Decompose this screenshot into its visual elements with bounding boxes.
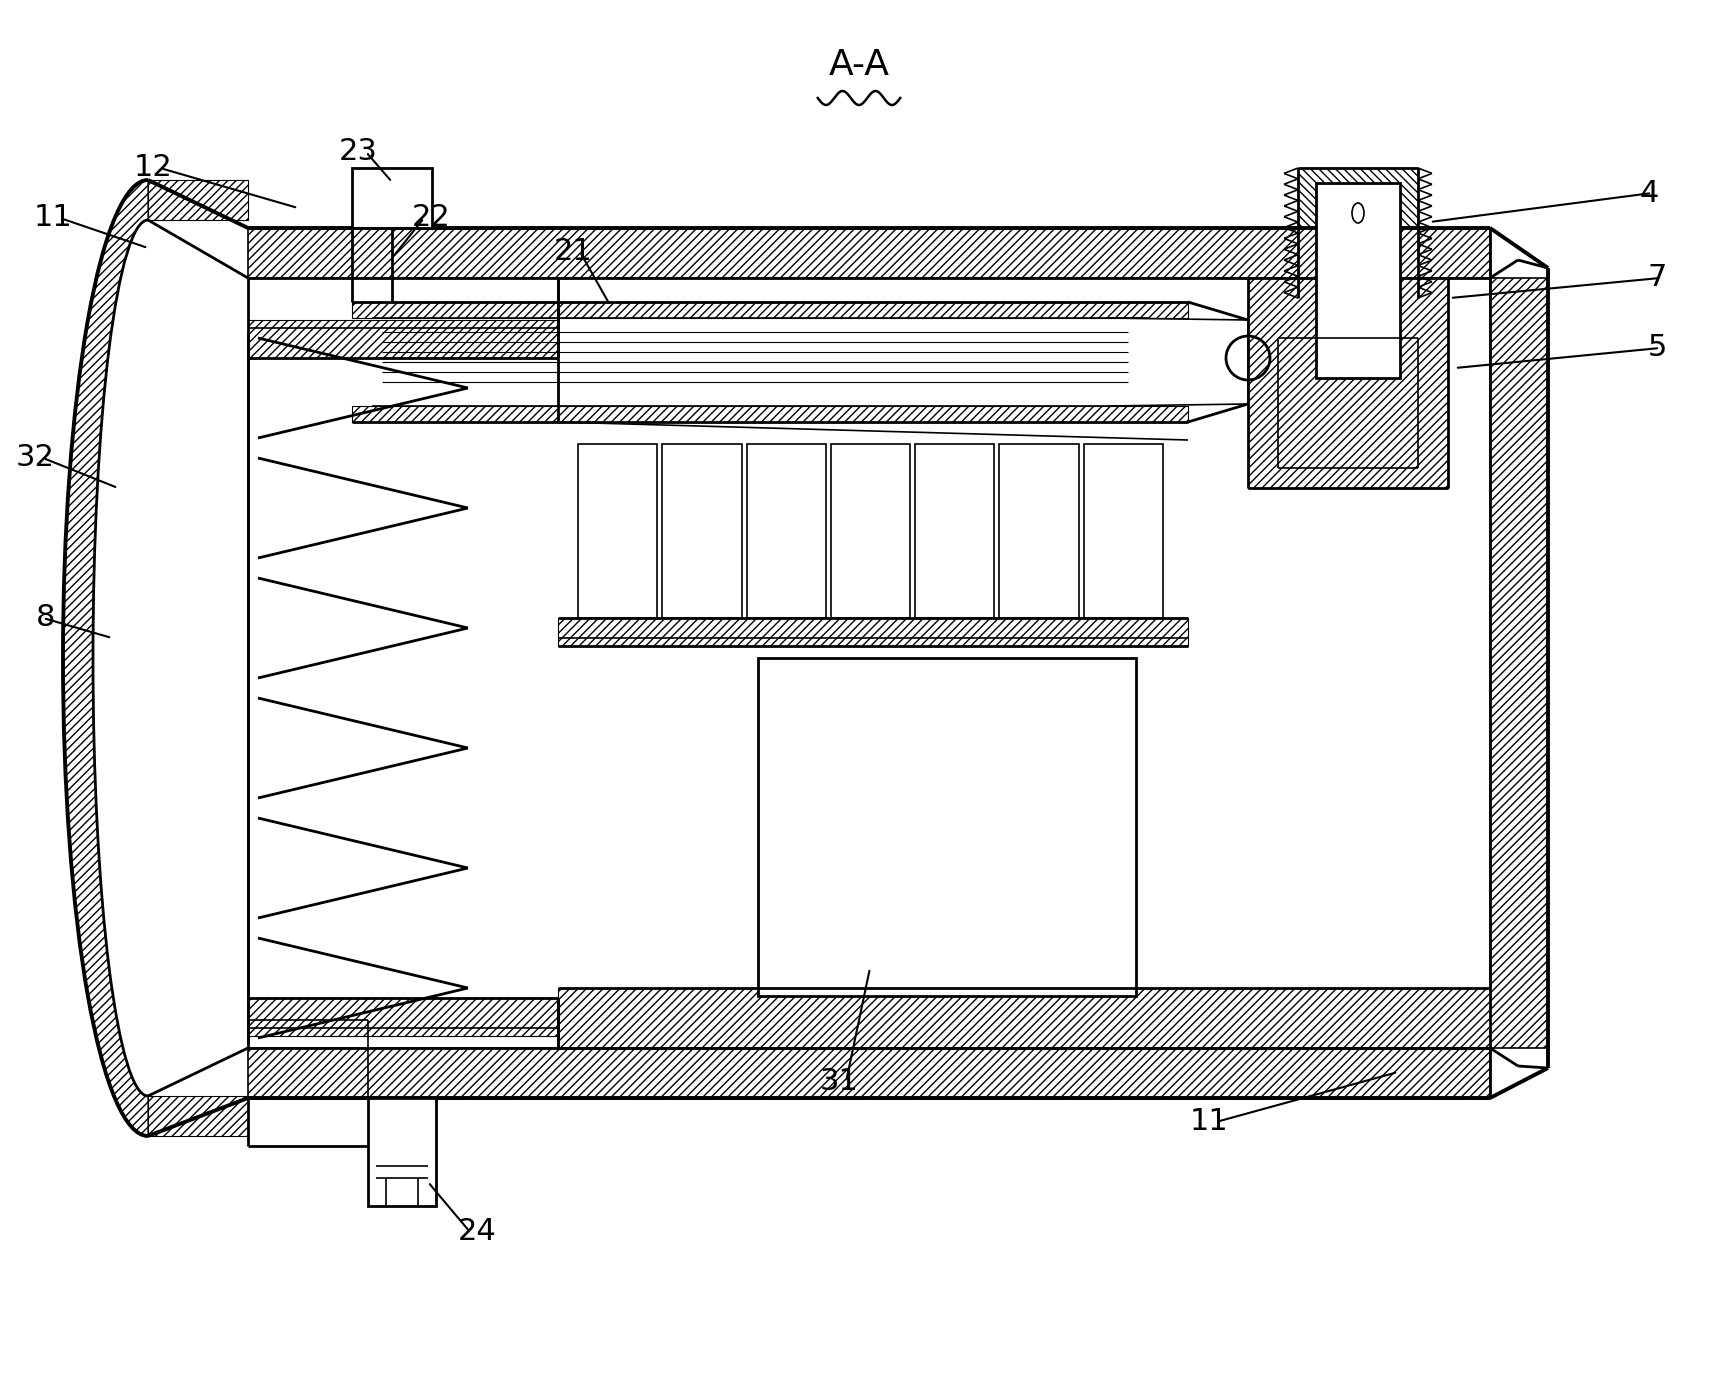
Bar (352, 168, 431, 229)
Text: 22: 22 (412, 204, 450, 233)
Text: A-A: A-A (828, 48, 890, 82)
Text: 5: 5 (1648, 334, 1668, 363)
Bar (558, 988, 1490, 1048)
Bar (916, 445, 995, 618)
Text: 11: 11 (1189, 1108, 1228, 1137)
Text: 32: 32 (15, 443, 55, 472)
Bar (661, 445, 742, 618)
Bar (148, 1096, 247, 1136)
Bar (1000, 445, 1079, 618)
Bar (1316, 183, 1400, 378)
Bar (758, 658, 1136, 996)
Bar (368, 1179, 436, 1206)
Bar (247, 1048, 1490, 1098)
Text: 21: 21 (553, 237, 593, 266)
Bar (247, 229, 1490, 278)
Bar (247, 999, 558, 1036)
Text: 7: 7 (1648, 263, 1668, 292)
Bar (247, 320, 558, 357)
Bar (352, 168, 431, 229)
Bar (747, 445, 826, 618)
Text: 24: 24 (459, 1217, 497, 1246)
Bar (577, 445, 658, 618)
Text: 12: 12 (134, 154, 172, 183)
Text: 8: 8 (36, 604, 55, 633)
Bar (368, 1098, 436, 1206)
Text: 4: 4 (1641, 179, 1660, 208)
Bar (832, 445, 911, 618)
Text: 23: 23 (338, 137, 378, 166)
Bar (1299, 168, 1417, 298)
Bar (1084, 445, 1163, 618)
Bar (352, 406, 1189, 422)
Bar (148, 180, 247, 220)
Bar (352, 302, 1189, 319)
Bar (1490, 278, 1548, 1048)
Polygon shape (64, 180, 148, 1136)
Bar (558, 618, 1189, 645)
Bar (1247, 278, 1448, 488)
Text: 31: 31 (819, 1068, 857, 1097)
Text: 11: 11 (33, 204, 72, 233)
